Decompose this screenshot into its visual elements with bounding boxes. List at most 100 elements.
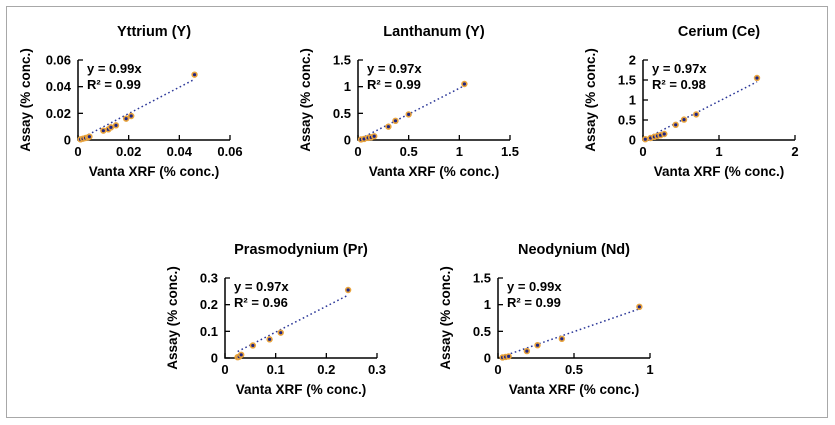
data-point: [344, 286, 352, 294]
data-point: [249, 342, 257, 349]
chart-title: Prasmodynium (Pr): [234, 242, 368, 258]
y-tick-label: 1: [629, 93, 636, 108]
y-tick-label: 1: [344, 79, 351, 94]
x-axis-title: Vanta XRF (% conc.): [369, 164, 500, 179]
x-axis-title: Vanta XRF (% conc.): [236, 382, 367, 397]
data-point: [680, 116, 688, 123]
data-point: [692, 111, 700, 118]
y-tick-label: 0.2: [200, 297, 218, 312]
equation-label: y = 0.97x: [652, 61, 707, 76]
x-axis-title: Vanta XRF (% conc.): [654, 164, 785, 179]
data-point: [266, 336, 273, 343]
y-tick-label: 0: [629, 133, 636, 148]
x-tick-label: 1: [715, 144, 722, 159]
y-tick-label: 1.5: [473, 271, 491, 286]
y-axis-title: Assay (% conc.): [583, 48, 598, 152]
equation-label: y = 0.97x: [367, 61, 422, 76]
y-tick-label: 1.5: [618, 73, 636, 88]
x-tick-label: 0: [354, 144, 361, 159]
equation-label: y = 0.99x: [87, 61, 142, 76]
chart-prasmodynium: Prasmodynium (Pr) 0 0.1 0.2 0.3 0 0.1 0.2 0.3 Van…: [161, 238, 409, 406]
x-tick-label: 0.04: [167, 144, 193, 159]
x-axis-title: Vanta XRF (% conc.): [89, 164, 220, 179]
data-point: [277, 329, 284, 336]
y-tick-label: 0.5: [618, 113, 636, 128]
y-tick-label: 0: [64, 133, 71, 148]
y-tick-label: 0: [484, 351, 491, 366]
chart-neodynium: Neodynium (Nd) 0 0.5 1 0 0.5 1 1.5 Vanta XRF (% …: [434, 238, 682, 406]
trendline: [360, 85, 465, 140]
data-point: [405, 111, 412, 118]
x-tick-label: 0: [221, 362, 228, 377]
trendline: [237, 294, 349, 353]
trendline: [502, 308, 640, 358]
data-point: [461, 80, 468, 88]
data-point: [100, 127, 107, 134]
r-squared-label: R² = 0.98: [652, 77, 706, 92]
y-axis-title: Assay (% conc.): [438, 266, 453, 370]
x-tick-label: 1: [456, 144, 463, 159]
x-tick-label: 0.06: [217, 144, 242, 159]
chart-cerium-plot: Cerium (Ce) 0 1 2 0 0.5 1 1.5 2 Vanta XRF (% conc…: [583, 24, 799, 179]
r-squared-label: R² = 0.99: [87, 77, 141, 92]
data-point: [238, 351, 245, 359]
data-point: [642, 135, 649, 143]
chart-prasmodynium-plot: Prasmodynium (Pr)0 0.1 0.2 0.300.10.20.3Van…: [165, 242, 386, 397]
y-axis-title: Assay (% conc.): [18, 48, 33, 152]
y-tick-label: 0: [344, 133, 351, 148]
equation-label: y = 0.97x: [234, 279, 289, 294]
x-tick-label: 0: [494, 362, 501, 377]
data-point: [753, 74, 761, 82]
x-tick-label: 0.3: [368, 362, 386, 377]
r-squared-label: R² = 0.99: [367, 77, 421, 92]
r-squared-label: R² = 0.96: [234, 295, 288, 310]
data-point: [636, 303, 643, 311]
y-axis-title: Assay (% conc.): [165, 266, 180, 370]
x-tick-label: 0.2: [317, 362, 335, 377]
x-tick-label: 0.5: [565, 362, 583, 377]
x-tick-label: 0.02: [116, 144, 141, 159]
chart-yttrium-plot: Yttrium (Y) 0 0.02 0.04 0.06 0 0.02 0.04 0.06 Van…: [18, 24, 243, 179]
r-squared-label: R² = 0.99: [507, 295, 561, 310]
y-tick-label: 1.5: [333, 53, 351, 68]
x-tick-label: 0.1: [267, 362, 285, 377]
y-tick-label: 0.5: [333, 106, 351, 121]
chart-title: Yttrium (Y): [117, 24, 191, 40]
equation-label: y = 0.99x: [507, 279, 562, 294]
data-point: [107, 124, 115, 131]
x-tick-label: 0: [74, 144, 81, 159]
data-point: [534, 341, 541, 349]
y-tick-label: 0.04: [46, 79, 72, 94]
data-point: [122, 115, 130, 122]
x-tick-label: 2: [791, 144, 798, 159]
data-point: [558, 335, 566, 343]
chart-title: Neodynium (Nd): [518, 242, 630, 258]
y-tick-label: 0.3: [200, 271, 218, 286]
y-tick-label: 0.1: [200, 324, 218, 339]
x-tick-label: 1.5: [501, 144, 519, 159]
y-tick-label: 0.06: [46, 53, 71, 68]
x-tick-label: 0: [639, 144, 646, 159]
data-point: [661, 130, 668, 138]
chart-cerium: Cerium (Ce) 0 1 2 0 0.5 1 1.5 2 Vanta XRF (% conc…: [579, 20, 827, 188]
y-tick-label: 0.02: [46, 106, 71, 121]
data-point: [127, 112, 135, 120]
data-point: [392, 117, 399, 125]
trendline: [644, 81, 758, 140]
chart-title: Lanthanum (Y): [383, 24, 485, 40]
data-point: [112, 122, 120, 129]
x-tick-label: 0.5: [400, 144, 418, 159]
y-tick-label: 1: [484, 297, 491, 312]
data-point: [385, 123, 392, 130]
chart-title: Cerium (Ce): [678, 24, 760, 40]
y-tick-label: 2: [629, 53, 636, 68]
y-tick-label: 0: [211, 351, 218, 366]
y-tick-label: 0.5: [473, 324, 491, 339]
x-tick-label: 1: [646, 362, 653, 377]
x-axis-title: Vanta XRF (% conc.): [509, 382, 640, 397]
data-point: [505, 353, 512, 360]
chart-neodynium-plot: Neodynium (Nd) 0 0.5 1 0 0.5 1 1.5 Vanta XRF (% …: [438, 242, 654, 397]
data-point: [672, 121, 679, 129]
